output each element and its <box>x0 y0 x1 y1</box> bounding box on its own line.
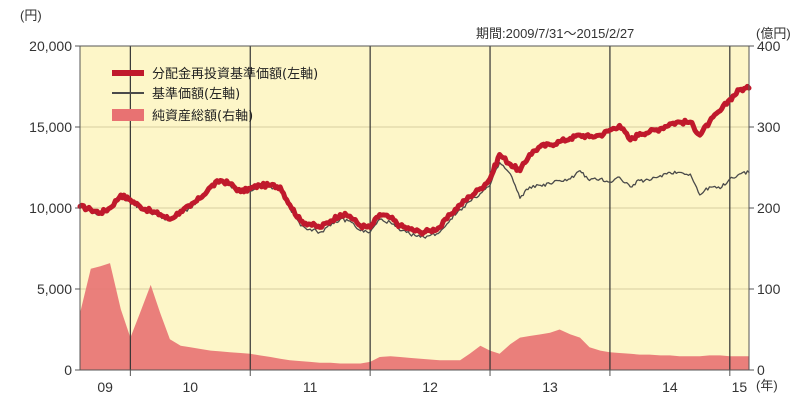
legend-label-net-assets: 純資産総額(右軸) <box>152 108 253 124</box>
x-tick-label: 09 <box>97 379 113 395</box>
right-tick-label: 0 <box>757 362 765 378</box>
x-tick-label: 13 <box>542 379 558 395</box>
right-tick-label: 100 <box>757 281 781 297</box>
right-tick-label: 400 <box>757 38 781 54</box>
left-tick-label: 5,000 <box>37 281 72 297</box>
left-axis-unit: (円) <box>20 8 42 23</box>
left-tick-label: 10,000 <box>29 200 72 216</box>
x-tick-label: 12 <box>422 379 438 395</box>
right-axis-unit: (億円) <box>756 26 791 41</box>
legend-label-nav: 基準価額(左軸) <box>152 86 240 102</box>
x-axis-unit: (年) <box>756 378 778 393</box>
x-axis-year-labels: 09 10 11 12 13 14 15 <box>97 379 747 395</box>
x-tick-label: 15 <box>732 379 748 395</box>
net-assets-area <box>80 263 749 370</box>
legend: 分配金再投資基準価額(左軸) 基準価額(左軸) 純資産総額(右軸) <box>112 66 318 124</box>
left-tick-label: 20,000 <box>29 38 72 54</box>
period-note: 期間:2009/7/31～2015/2/27 <box>476 26 634 41</box>
right-tick-label: 200 <box>757 200 781 216</box>
legend-label-reinvested-nav: 分配金再投資基準価額(左軸) <box>152 66 318 82</box>
right-tick-label: 300 <box>757 119 781 135</box>
x-tick-label: 14 <box>662 379 678 395</box>
left-tick-label: 0 <box>64 362 72 378</box>
x-tick-label: 10 <box>183 379 199 395</box>
legend-swatch-net-assets <box>112 109 144 121</box>
reinvested-nav-line <box>77 83 752 237</box>
plot-frame <box>79 45 750 371</box>
left-tick-label: 15,000 <box>29 119 72 135</box>
legend-swatch-nav <box>112 92 144 94</box>
right-axis-ticks: 0 100 200 300 400 <box>757 38 781 378</box>
left-axis-ticks: 0 5,000 10,000 15,000 20,000 <box>29 38 72 378</box>
series-line-layer <box>77 83 752 239</box>
grid-lines <box>75 45 754 371</box>
x-tick-label: 11 <box>303 379 318 395</box>
legend-swatch-reinvested-nav <box>112 70 144 76</box>
net-assets-area-layer <box>80 263 749 370</box>
